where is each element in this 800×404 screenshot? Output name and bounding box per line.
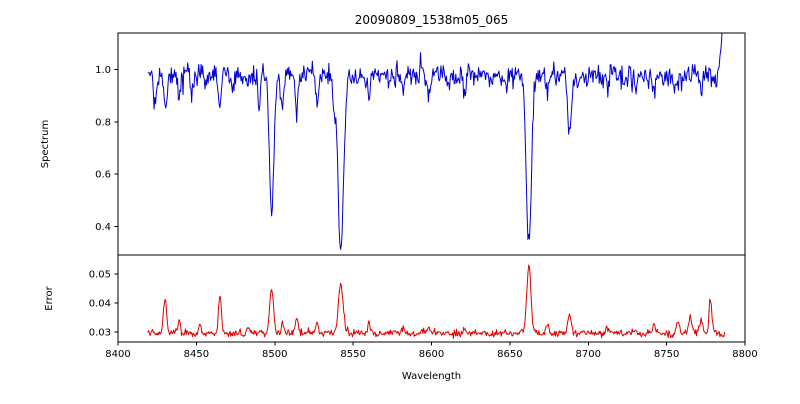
top-panel-border	[117, 32, 746, 256]
spectrum-y-axis-label: Spectrum	[40, 120, 51, 168]
figure-title: 20090809_1538m05_065	[355, 13, 508, 27]
spectrum-y-tick-label: 0.6	[95, 170, 111, 181]
x-tick-label: 8500	[262, 349, 287, 360]
x-axis-label: Wavelength	[402, 371, 461, 382]
x-tick-label: 8450	[184, 349, 209, 360]
error-y-tick-label: 0.04	[89, 298, 111, 309]
x-tick-label: 8650	[497, 349, 522, 360]
x-tick-label: 8600	[419, 349, 444, 360]
error-data-line	[147, 264, 726, 339]
spectrum-y-tick-label: 0.4	[95, 222, 111, 233]
x-tick-label: 8550	[340, 349, 365, 360]
error-y-tick-label: 0.05	[89, 269, 111, 280]
x-tick-label: 8700	[576, 349, 601, 360]
spectrum-y-tick-label: 1.0	[95, 65, 111, 76]
bottom-panel-border	[117, 254, 746, 343]
spectrum-y-tick-label: 0.8	[95, 117, 111, 128]
error-y-tick-label: 0.03	[89, 327, 111, 338]
axis-ticks: 8400 8450 8500 8550 8600 8650 8700 8750 8800 0.4 0…	[89, 65, 758, 360]
error-y-axis-label: Error	[44, 285, 55, 310]
x-tick-label: 8750	[654, 349, 679, 360]
spectrum-data-line	[147, 33, 723, 250]
x-tick-label: 8400	[105, 349, 130, 360]
x-tick-label: 8800	[732, 349, 757, 360]
